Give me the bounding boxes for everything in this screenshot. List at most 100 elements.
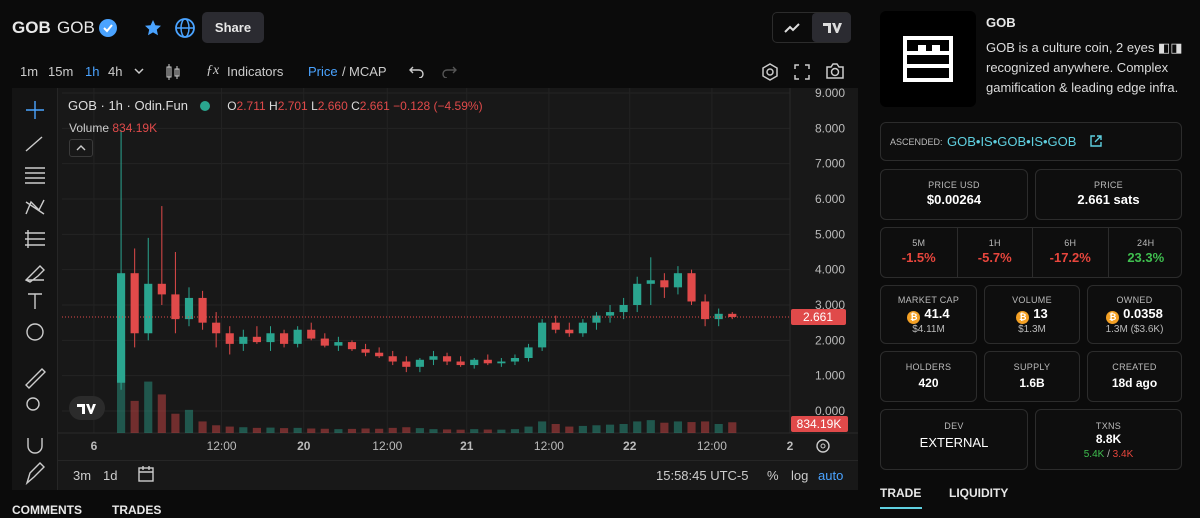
trade-tab[interactable]: TRADE bbox=[880, 486, 922, 500]
o-value: 2.711 bbox=[236, 99, 266, 113]
pattern-tool[interactable] bbox=[25, 199, 45, 215]
website-button[interactable] bbox=[174, 17, 196, 39]
share-button[interactable]: Share bbox=[202, 12, 264, 43]
y-tick-label: 1.000 bbox=[815, 369, 845, 383]
text-tool[interactable] bbox=[28, 293, 42, 309]
screenshot-button[interactable] bbox=[825, 62, 845, 80]
line-mode-button[interactable] bbox=[783, 21, 801, 35]
price-usd-card: PRICE USD $0.00264 bbox=[880, 169, 1028, 220]
price-toggle[interactable]: Price bbox=[308, 64, 338, 79]
volume-bar bbox=[293, 427, 302, 433]
sells: 3.4K bbox=[1112, 449, 1134, 460]
percent-toggle[interactable]: % bbox=[767, 468, 779, 483]
volume-bar bbox=[701, 421, 710, 433]
chevron-up bbox=[76, 145, 86, 151]
stat-value: 420 bbox=[918, 376, 939, 390]
emoji-tool[interactable] bbox=[26, 323, 44, 341]
volume-bar bbox=[483, 429, 492, 433]
chart-type-button[interactable] bbox=[164, 62, 182, 82]
volume-bar bbox=[252, 427, 261, 433]
stat-sub: $1.3M bbox=[1018, 324, 1046, 335]
volume-bar bbox=[388, 427, 397, 433]
auto-toggle[interactable]: auto bbox=[818, 468, 844, 483]
volume-bar bbox=[171, 413, 180, 433]
stat-label: CREATED bbox=[1112, 362, 1157, 372]
indicators-button[interactable]: Indicators bbox=[227, 64, 284, 79]
active-tab-underline bbox=[880, 507, 922, 509]
crosshair-tool[interactable] bbox=[26, 101, 44, 119]
projection-tool[interactable] bbox=[25, 230, 45, 248]
volume-bar bbox=[266, 427, 275, 433]
supply-card: SUPPLY 1.6B bbox=[984, 351, 1080, 402]
ascended-link[interactable]: GOB•IS•GOB•IS•GOB bbox=[947, 134, 1077, 149]
change-label: 24H bbox=[1137, 238, 1155, 248]
x-tick-label: 22 bbox=[623, 439, 637, 453]
magnet-tool[interactable] bbox=[27, 438, 43, 454]
holders-card: HOLDERS 420 bbox=[880, 351, 977, 402]
stat-label: HOLDERS bbox=[905, 362, 952, 372]
change-label: 1H bbox=[988, 238, 1001, 248]
log-toggle[interactable]: log bbox=[791, 468, 809, 483]
x-tick-label: 2 bbox=[787, 439, 794, 453]
change-cell: 6H -17.2% bbox=[1032, 228, 1108, 277]
axis-settings-button[interactable] bbox=[814, 437, 832, 455]
interval-button[interactable]: 1h bbox=[85, 64, 100, 79]
stat-value: 1.6B bbox=[1019, 376, 1045, 390]
candle-body bbox=[578, 322, 587, 334]
last-volume-label: 834.19K bbox=[797, 417, 842, 431]
range-button[interactable]: 1d bbox=[103, 468, 118, 483]
stat-label: DEV bbox=[944, 421, 964, 431]
owned-card: OWNED ₿ 0.0358 1.3M ($3.6K) bbox=[1087, 285, 1182, 344]
star-button[interactable] bbox=[144, 19, 162, 37]
volume-bar bbox=[334, 429, 343, 433]
lock-tool[interactable] bbox=[25, 462, 45, 486]
candle-body bbox=[266, 333, 275, 343]
interval-button[interactable]: 15m bbox=[48, 64, 74, 79]
volume-bar bbox=[429, 429, 438, 433]
zoom-tool[interactable] bbox=[26, 397, 40, 411]
comments-tab[interactable]: COMMENTS bbox=[12, 503, 82, 517]
date-range-button[interactable] bbox=[137, 465, 155, 483]
undo-button[interactable] bbox=[408, 64, 426, 78]
x-tick-label: 12:00 bbox=[534, 439, 564, 453]
stat-label: TXNS bbox=[1095, 421, 1122, 431]
brush-tool[interactable] bbox=[24, 265, 45, 283]
external-link-icon bbox=[1090, 135, 1102, 147]
change-value: -17.2% bbox=[1049, 250, 1091, 265]
change-label: 6H bbox=[1064, 238, 1077, 248]
redo-button[interactable] bbox=[440, 64, 458, 78]
l-value: 2.660 bbox=[317, 99, 348, 113]
h-value: 2.701 bbox=[277, 99, 308, 113]
mcap-toggle[interactable]: MCAP bbox=[349, 64, 387, 79]
measure-tool[interactable] bbox=[25, 368, 46, 389]
candle-body bbox=[605, 312, 615, 316]
volume-bar bbox=[157, 394, 166, 433]
candle-body bbox=[538, 322, 547, 348]
stat-label: PRICE USD bbox=[928, 180, 980, 190]
stat-label: SUPPLY bbox=[1013, 362, 1051, 372]
settings-button[interactable] bbox=[760, 62, 780, 82]
range-button[interactable]: 3m bbox=[73, 468, 92, 483]
interval-dropdown[interactable] bbox=[133, 66, 145, 76]
created-card: CREATED 18d ago bbox=[1087, 351, 1182, 402]
volume-value: 834.19K bbox=[112, 121, 158, 135]
interval-button[interactable]: 1m bbox=[20, 64, 39, 79]
tv-mode-button[interactable] bbox=[812, 13, 851, 42]
volume-bar bbox=[130, 400, 139, 433]
ticker: GOB bbox=[12, 18, 51, 37]
trades-tab[interactable]: TRADES bbox=[112, 503, 162, 517]
liquidity-tab[interactable]: LIQUIDITY bbox=[949, 486, 1009, 500]
volume-legend: Volume 834.19K bbox=[69, 121, 157, 135]
candle-body bbox=[144, 283, 153, 334]
stat-label: PRICE bbox=[1093, 180, 1123, 190]
volume-bar bbox=[524, 426, 533, 433]
interval-button[interactable]: 4h bbox=[108, 64, 123, 79]
fib-tool[interactable] bbox=[25, 167, 45, 184]
candle-body bbox=[184, 297, 194, 320]
volume-bar bbox=[592, 425, 601, 433]
candle-body bbox=[510, 358, 520, 362]
collapse-legend-button[interactable] bbox=[69, 139, 93, 157]
candle-body bbox=[212, 322, 221, 334]
trendline-tool[interactable] bbox=[25, 136, 43, 152]
fullscreen-button[interactable] bbox=[793, 63, 811, 81]
